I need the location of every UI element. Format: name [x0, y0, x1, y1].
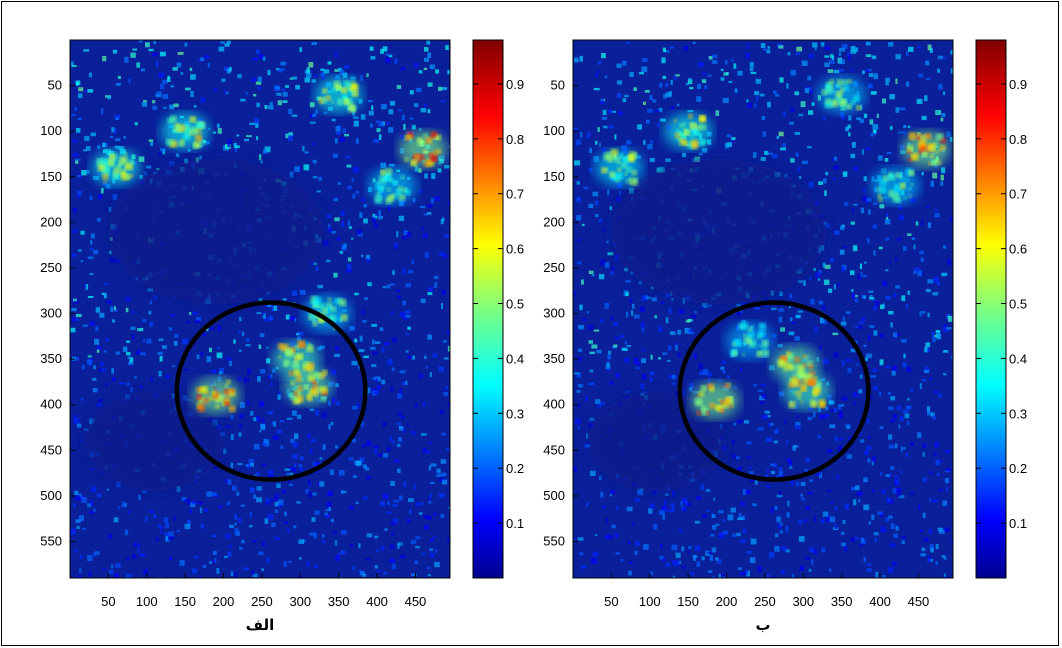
x-tick-label: 450: [405, 594, 427, 609]
heatmap-hotspot: [399, 131, 448, 168]
heatmap-hotspot: [314, 76, 363, 113]
colorbar-tick-label: 0.6: [506, 242, 524, 257]
colorbar-tick-label: 0.7: [506, 187, 524, 202]
x-tick-label: 350: [831, 594, 853, 609]
y-tick-label: 450: [40, 442, 62, 457]
y-tick-label: 200: [543, 214, 565, 229]
heatmap-hotspot: [283, 368, 332, 405]
colorbar-tick-label: 0.4: [1009, 351, 1027, 366]
x-tick-label: 150: [677, 594, 699, 609]
colorbar-tick-label: 0.8: [1009, 132, 1027, 147]
heatmap-hotspot: [92, 149, 141, 186]
heatmap-hotspot: [783, 373, 832, 410]
x-tick-label: 50: [101, 594, 115, 609]
y-tick-label: 450: [543, 442, 565, 457]
x-tick-label: 200: [716, 594, 738, 609]
heatmap-hotspot: [817, 76, 866, 113]
colorbar-tick-label: 0.9: [1009, 77, 1027, 92]
y-tick-label: 50: [551, 78, 565, 93]
y-tick-label: 100: [543, 123, 565, 138]
heatmap-texture: [573, 41, 953, 578]
heatmap-texture: [70, 40, 450, 578]
x-tick-label: 100: [136, 594, 158, 609]
x-tick-label: 450: [908, 594, 930, 609]
colorbar-tick-label: 0.9: [506, 77, 524, 92]
heatmap-panel: 50 100 150 200 250 300 350 400 450 50 100 150 200 250…: [40, 39, 524, 634]
y-tick-label: 400: [543, 397, 565, 412]
colorbar-tick-label: 0.4: [506, 351, 524, 366]
colorbar-tick-label: 0.5: [506, 297, 524, 312]
heatmap-hotspot: [902, 131, 951, 168]
colorbar-tick-label: 0.6: [1009, 242, 1027, 257]
heatmap-hotspot: [664, 113, 713, 150]
y-tick-label: 550: [543, 534, 565, 549]
axes-box: [69, 39, 451, 579]
colorbar-tick-label: 0.1: [1009, 516, 1027, 531]
axes-box: [572, 39, 954, 579]
colorbar-tick-label: 0.3: [1009, 406, 1027, 421]
x-tick-label: 250: [251, 594, 273, 609]
x-tick-label: 50: [604, 594, 618, 609]
heatmap-hotspot: [725, 322, 774, 359]
y-tick-label: 100: [40, 123, 62, 138]
y-tick-label: 250: [543, 260, 565, 275]
heatmap-hotspot: [691, 382, 740, 419]
heatmap-background: [573, 40, 953, 578]
heatmap-hotspot: [595, 149, 644, 186]
x-tick-label: 300: [792, 594, 814, 609]
y-tick-label: 400: [40, 397, 62, 412]
x-tick-label: 300: [289, 594, 311, 609]
y-tick-label: 150: [543, 169, 565, 184]
y-tick-label: 200: [40, 214, 62, 229]
x-tick-label: 100: [639, 594, 661, 609]
heatmap-hotspot: [161, 113, 210, 150]
colorbar: [472, 39, 504, 579]
y-tick-label: 500: [40, 488, 62, 503]
heatmap-panel: 50 100 150 200 250 300 350 400 450 50 100 150 200 250…: [543, 39, 1027, 634]
x-tick-label: 150: [174, 594, 196, 609]
colorbar-tick-label: 0.2: [506, 461, 524, 476]
heatmap-hotspot: [191, 377, 240, 414]
highlight-circle: [174, 300, 368, 482]
colorbar: [975, 39, 1007, 579]
x-tick-label: 350: [328, 594, 350, 609]
y-tick-label: 250: [40, 260, 62, 275]
colorbar-tick-label: 0.7: [1009, 187, 1027, 202]
colorbar-tick-label: 0.8: [506, 132, 524, 147]
x-tick-label: 400: [869, 594, 891, 609]
y-tick-label: 550: [40, 534, 62, 549]
y-tick-label: 350: [40, 351, 62, 366]
heatmap-hotspot: [368, 167, 417, 204]
colorbar-tick-label: 0.3: [506, 406, 524, 421]
highlight-circle: [677, 300, 871, 482]
heatmap-hotspot: [871, 167, 920, 204]
heatmap-hotspot: [272, 340, 321, 378]
panel-caption: ب: [755, 616, 770, 634]
y-tick-label: 500: [543, 488, 565, 503]
colorbar-tick-label: 0.5: [1009, 297, 1027, 312]
y-tick-label: 350: [543, 351, 565, 366]
panel-caption: الف: [246, 616, 275, 634]
y-tick-label: 300: [40, 306, 62, 321]
x-tick-label: 400: [366, 594, 388, 609]
heatmap-hotspot: [303, 295, 352, 332]
y-tick-label: 50: [48, 78, 62, 93]
x-tick-label: 200: [213, 594, 235, 609]
y-tick-label: 150: [40, 169, 62, 184]
y-tick-label: 300: [543, 306, 565, 321]
colorbar-tick-label: 0.1: [506, 516, 524, 531]
colorbar-tick-label: 0.2: [1009, 461, 1027, 476]
x-tick-label: 250: [754, 594, 776, 609]
